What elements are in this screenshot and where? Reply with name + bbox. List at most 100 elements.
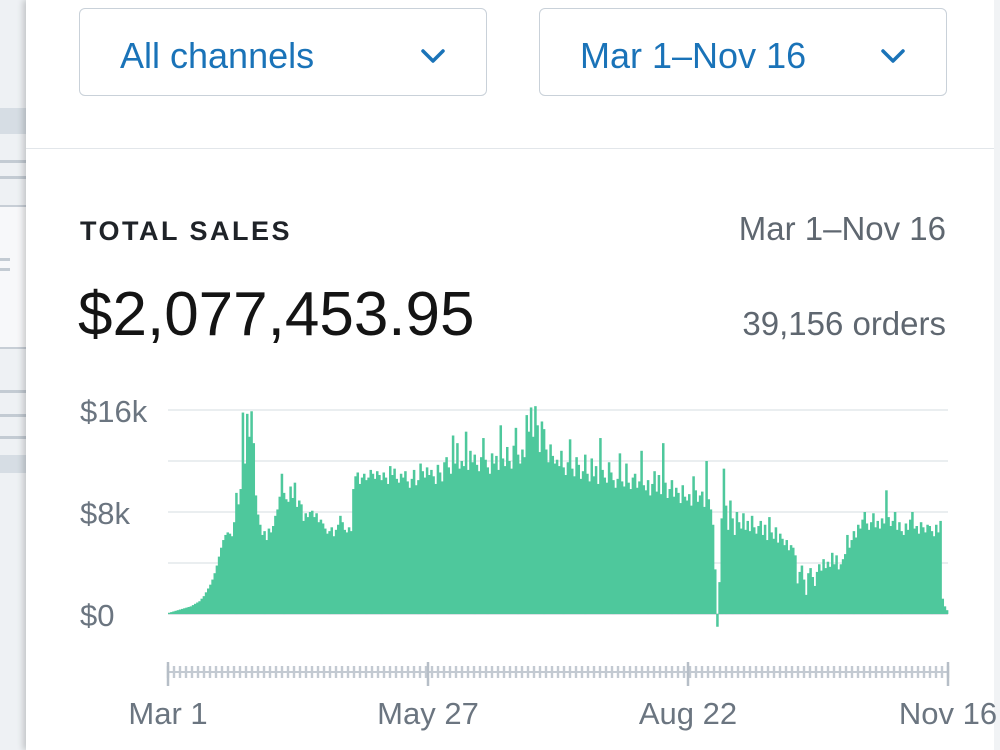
x-tick-label: Mar 1 xyxy=(128,696,207,731)
sales-bar xyxy=(822,559,825,614)
sales-bar xyxy=(358,483,362,614)
sales-bar xyxy=(490,453,494,614)
sales-bar xyxy=(917,533,921,614)
sales-bar xyxy=(828,566,832,614)
sales-bar xyxy=(334,529,338,614)
sales-bar xyxy=(649,495,652,614)
orders-count: 39,156 orders xyxy=(742,305,946,342)
panel-edge xyxy=(994,0,1000,750)
sales-bar xyxy=(802,579,806,614)
sales-bar xyxy=(603,477,607,614)
sales-bar xyxy=(404,471,407,614)
sales-bar xyxy=(542,429,546,615)
sales-bar xyxy=(807,573,810,614)
sales-bar xyxy=(295,506,299,614)
sales-bar xyxy=(503,466,507,614)
sales-bar xyxy=(278,496,282,614)
sales-bar xyxy=(735,512,739,614)
sales-bar xyxy=(815,571,819,614)
sales-bar xyxy=(562,467,565,615)
total-sales-heading: TOTAL SALES xyxy=(80,216,293,246)
sales-bar xyxy=(168,612,171,614)
date-range-select[interactable]: Mar 1–Nov 16 xyxy=(539,8,947,96)
sales-bar xyxy=(750,515,754,614)
sales-bar xyxy=(789,545,793,614)
sales-bar xyxy=(813,585,817,614)
sales-bar xyxy=(627,482,630,614)
sales-bar xyxy=(867,529,871,614)
sales-bar xyxy=(185,607,188,615)
sales-bar xyxy=(237,504,240,614)
sales-bar xyxy=(737,522,741,614)
sales-bar xyxy=(558,466,561,614)
sales-bar xyxy=(846,534,849,614)
sales-bar xyxy=(204,592,208,614)
sales-bar xyxy=(436,464,440,614)
chevron-down-icon xyxy=(421,49,445,63)
sales-bar xyxy=(254,495,258,614)
sales-bar xyxy=(480,457,483,614)
sales-bar xyxy=(904,523,908,614)
sales-bar xyxy=(456,443,459,614)
sales-bar xyxy=(324,528,327,614)
sales-bar xyxy=(525,415,529,614)
sales-bar xyxy=(837,569,841,615)
sales-bar xyxy=(720,518,724,615)
sales-bar xyxy=(744,529,747,614)
sales-bar xyxy=(343,529,347,614)
sales-bar xyxy=(651,483,654,614)
sales-bar xyxy=(670,480,674,615)
sales-bar xyxy=(672,496,676,614)
channel-select-value: All channels xyxy=(120,35,315,76)
sales-bar xyxy=(709,509,713,614)
sales-bar xyxy=(516,454,520,615)
sales-bar xyxy=(893,512,897,614)
sales-bar xyxy=(880,518,884,615)
sales-bar xyxy=(508,461,511,614)
sales-bar xyxy=(692,476,695,614)
sales-bar xyxy=(280,473,284,614)
sales-bar xyxy=(226,532,230,614)
sales-bar xyxy=(378,475,381,614)
sales-bar xyxy=(319,519,323,614)
sales-bar xyxy=(571,468,574,614)
sales-bar xyxy=(655,491,659,614)
sales-bar xyxy=(707,499,711,614)
sales-bar xyxy=(783,545,786,614)
sales-bar xyxy=(428,475,431,614)
sales-bar xyxy=(397,482,401,614)
sales-bar xyxy=(564,475,568,614)
x-tick-label: Aug 22 xyxy=(639,696,737,731)
sales-bar xyxy=(724,505,728,615)
sales-bar xyxy=(937,532,940,614)
sales-bar xyxy=(876,520,880,614)
sales-bar xyxy=(382,472,386,614)
sales-bar xyxy=(473,454,477,615)
sales-bar xyxy=(818,564,821,614)
sales-bar xyxy=(742,513,745,614)
sales-bar xyxy=(384,477,388,614)
sales-bar xyxy=(248,436,251,614)
sales-bar xyxy=(499,425,503,614)
sales-bar xyxy=(885,490,888,614)
sales-bar xyxy=(657,475,661,614)
sales-bar xyxy=(447,467,451,615)
sales-bar xyxy=(527,431,531,614)
sales-bar xyxy=(848,547,851,614)
sales-bar xyxy=(909,519,912,614)
sales-bar xyxy=(863,512,867,614)
sales-bar xyxy=(289,486,292,614)
sales-bar xyxy=(857,524,860,614)
sales-bar xyxy=(488,473,492,614)
sales-bar xyxy=(352,489,355,614)
sales-bar xyxy=(239,489,243,614)
sales-bar xyxy=(835,555,838,614)
sales-bar xyxy=(759,520,763,614)
channel-select[interactable]: All channels xyxy=(79,8,487,96)
sales-bar xyxy=(445,457,448,614)
sales-bar xyxy=(256,514,260,614)
sales-bar xyxy=(935,524,938,614)
sales-bar xyxy=(421,471,425,614)
sales-bar xyxy=(399,473,403,614)
sales-bar xyxy=(534,406,537,614)
